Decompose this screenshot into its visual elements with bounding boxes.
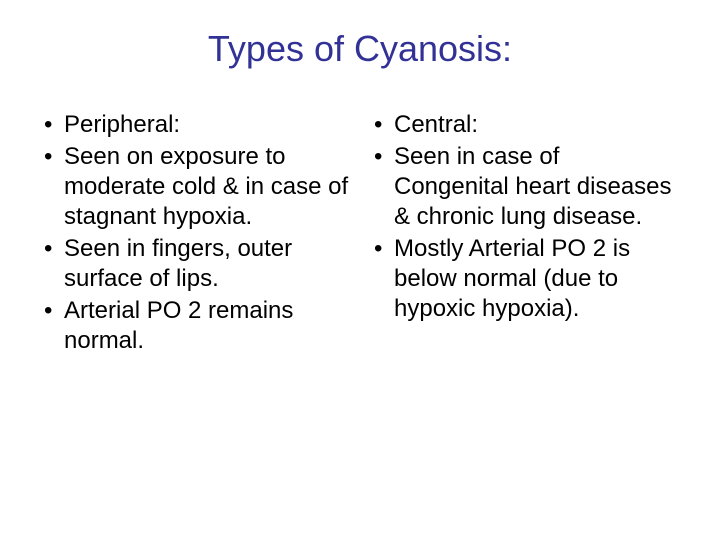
left-bullet-list: Peripheral: Seen on exposure to moderate… <box>40 110 350 356</box>
right-bullet-list: Central: Seen in case of Congenital hear… <box>370 110 680 324</box>
list-item: Peripheral: <box>40 110 350 140</box>
list-item: Seen in case of Congenital heart disease… <box>370 142 680 232</box>
list-item: Mostly Arterial PO 2 is below normal (du… <box>370 234 680 324</box>
two-column-layout: Peripheral: Seen on exposure to moderate… <box>40 110 680 358</box>
left-column: Peripheral: Seen on exposure to moderate… <box>40 110 350 358</box>
list-item: Arterial PO 2 remains normal. <box>40 296 350 356</box>
list-item: Seen on exposure to moderate cold & in c… <box>40 142 350 232</box>
right-column: Central: Seen in case of Congenital hear… <box>370 110 680 358</box>
list-item: Seen in fingers, outer surface of lips. <box>40 234 350 294</box>
list-item: Central: <box>370 110 680 140</box>
slide-title: Types of Cyanosis: <box>40 28 680 70</box>
